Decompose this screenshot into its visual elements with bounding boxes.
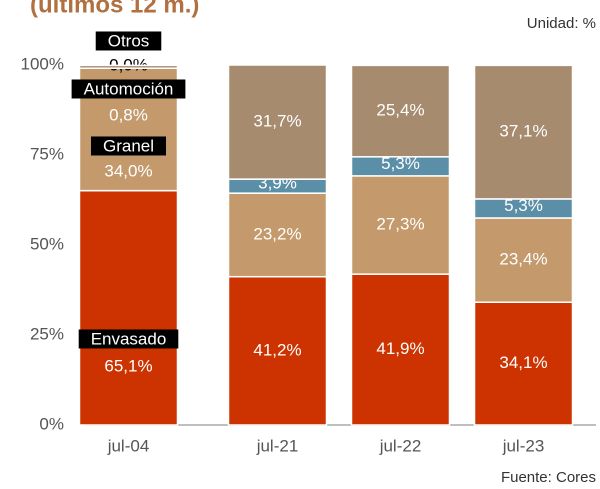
value-label: 65,1% [104, 356, 152, 375]
legend-box [90, 136, 167, 156]
bar-segment [227, 64, 328, 180]
value-label: 5,3% [381, 154, 420, 173]
legend-label: Otros [108, 31, 150, 50]
unit-note: Unidad: % [527, 15, 596, 32]
x-tick-label: jul-04 [107, 436, 150, 455]
value-label: 27,3% [376, 215, 424, 234]
value-label: 5,3% [504, 196, 543, 215]
legend-box [71, 79, 186, 99]
y-tick-label: 100% [21, 54, 64, 73]
value-label: 31,7% [253, 112, 301, 131]
x-tick-label: jul-22 [379, 436, 422, 455]
y-tick-label: 50% [30, 234, 64, 253]
value-label: 34,0% [104, 161, 152, 180]
legend-box [78, 329, 179, 349]
bar-segment [350, 64, 451, 158]
value-label: 23,4% [499, 250, 547, 269]
y-tick-label: 0% [39, 414, 64, 433]
bar-segment [78, 64, 179, 69]
value-label: 23,2% [253, 224, 301, 243]
x-tick-label: jul-21 [256, 436, 299, 455]
legend-box [95, 31, 162, 51]
value-label: 41,9% [376, 339, 424, 358]
y-tick-label: 75% [30, 144, 64, 163]
legend-label: Granel [103, 136, 154, 155]
value-label: 0,8% [109, 105, 148, 124]
chart-title: (últimos 12 m.) [30, 0, 199, 18]
value-label: 34,1% [499, 353, 547, 372]
source-note: Fuente: Cores [501, 469, 596, 486]
y-tick-label: 25% [30, 324, 64, 343]
x-tick-label: jul-23 [502, 436, 545, 455]
legend-label: Envasado [91, 329, 167, 348]
value-label: 25,4% [376, 101, 424, 120]
legend-label: Automoción [84, 79, 174, 98]
bar-segment [350, 175, 451, 275]
value-label: 41,2% [253, 340, 301, 359]
bar-segment [473, 64, 574, 200]
bar-segment [78, 189, 179, 426]
bar-segment [350, 273, 451, 426]
value-label: 37,1% [499, 122, 547, 141]
bar-segment [473, 301, 574, 426]
bar-segment [473, 217, 574, 303]
